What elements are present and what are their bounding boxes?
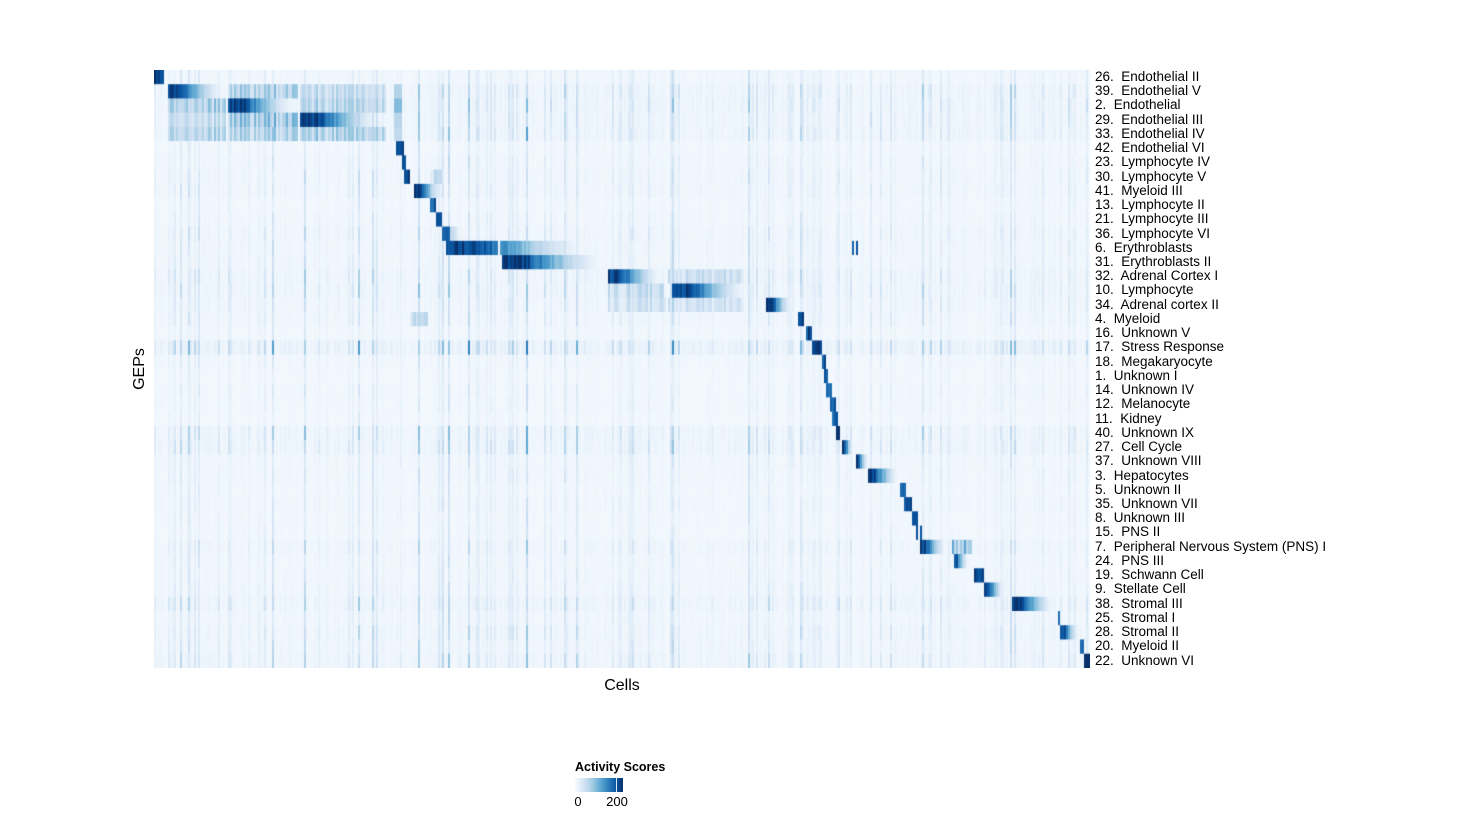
gep-row-labels: 26. Endothelial II 39. Endothelial V 2. En… [1095,69,1455,668]
legend-tick-labels: 0 200 [574,794,635,810]
gep-row-label: 15. PNS II [1095,524,1161,540]
gep-row-label: 31. Erythroblasts II [1095,254,1212,270]
gep-row-label: 9. Stellate Cell [1095,581,1186,597]
gep-row-label: 23. Lymphocyte IV [1095,154,1211,170]
activity-scores-legend: Activity Scores 0 200 [574,760,715,810]
gep-row-label: 16. Unknown V [1095,325,1191,341]
gep-row-label: 24. PNS III [1095,552,1165,568]
heatmap-canvas [154,70,1090,668]
gep-row-label: 12. Melanocyte [1095,396,1191,412]
gep-row-label: 25. Stromal I [1095,609,1176,625]
gep-row-label: 5. Unknown II [1095,481,1182,497]
x-axis-label: Cells [604,677,640,694]
gep-row-label: 26. Endothelial II [1095,69,1200,84]
gep-row-label: 19. Schwann Cell [1095,567,1204,583]
gep-row-label: 17. Stress Response [1095,339,1225,355]
gep-row-label: 13. Lymphocyte II [1095,197,1205,213]
gep-row-label: 33. Endothelial IV [1095,125,1205,141]
gep-row-label: 39. Endothelial V [1095,83,1201,99]
gep-row-label: 41. Myeloid III [1095,182,1183,198]
gep-row-label: 6. Erythroblasts [1095,239,1193,255]
legend-tick-mark [616,778,617,792]
gep-row-label: 34. Adrenal cortex II [1095,296,1219,312]
gep-row-label: 4. Myeloid [1095,310,1161,326]
gep-row-label: 18. Megakaryocyte [1095,353,1213,369]
gep-row-label: 28. Stromal II [1095,624,1180,640]
gep-row-label: 20. Myeloid II [1095,638,1180,654]
gep-row-label: 22. Unknown VI [1095,652,1195,668]
y-axis-label: GEPs [131,348,148,390]
gep-row-label: 2. Endothelial [1095,97,1181,113]
legend-min-label: 0 [574,794,582,809]
gep-row-label: 11. Kidney [1095,410,1162,426]
gep-row-label: 29. Endothelial III [1095,111,1204,127]
gep-row-label: 37. Unknown VIII [1095,453,1202,469]
legend-title: Activity Scores [575,760,666,774]
legend-max-label: 200 [606,794,628,809]
gep-row-label: 1. Unknown I [1095,367,1178,383]
gep-row-label: 38. Stromal III [1095,595,1183,611]
gep-row-label: 21. Lymphocyte III [1095,211,1209,227]
gep-row-label: 35. Unknown VII [1095,495,1198,511]
gep-row-label: 27. Cell Cycle [1095,439,1183,455]
gep-row-label: 36. Lymphocyte VI [1095,225,1211,241]
gep-row-label: 10. Lymphocyte [1095,282,1194,298]
gep-row-label: 42. Endothelial VI [1095,140,1205,156]
gep-row-label: 8. Unknown III [1095,510,1186,526]
gep-row-label: 14. Unknown IV [1095,382,1195,398]
gep-row-label: 3. Hepatocytes [1095,467,1189,483]
gep-row-label: 40. Unknown IX [1095,424,1195,440]
gep-row-label: 30. Lymphocyte V [1095,168,1207,184]
gep-row-label: 7. Peripheral Nervous System (PNS) I [1095,538,1327,554]
gep-row-label: 32. Adrenal Cortex I [1095,268,1219,284]
legend-gradient-bar [575,778,623,792]
